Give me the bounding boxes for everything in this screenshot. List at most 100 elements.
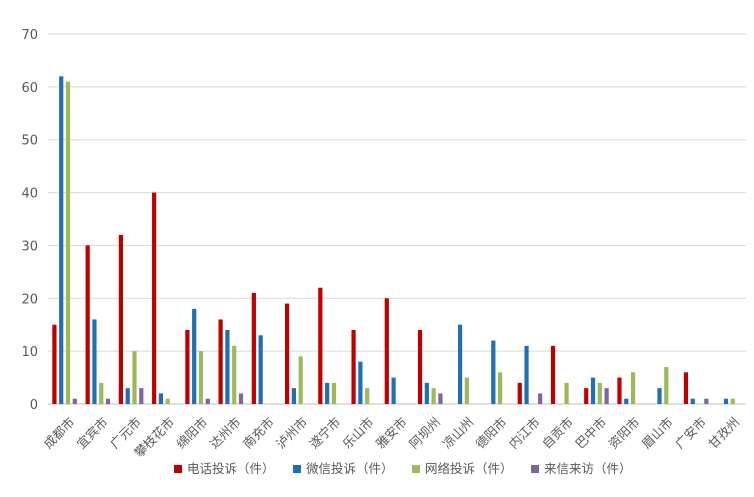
legend-label: 网络投诉（件） bbox=[425, 461, 513, 476]
y-tick-label: 50 bbox=[21, 134, 38, 149]
x-tick-label: 凉山州 bbox=[439, 414, 476, 451]
legend: 电话投诉（件） 微信投诉（件） 网络投诉（件） 来信来访（件） bbox=[174, 461, 632, 476]
bar bbox=[417, 330, 423, 404]
bar bbox=[624, 398, 629, 404]
bar bbox=[384, 298, 389, 404]
x-tick-label: 宜宾市 bbox=[74, 414, 111, 451]
bar bbox=[192, 308, 197, 404]
bar bbox=[284, 303, 290, 404]
y-tick-label: 30 bbox=[21, 239, 38, 254]
bar bbox=[604, 388, 609, 404]
bar bbox=[318, 287, 323, 404]
bar bbox=[657, 388, 662, 404]
bar bbox=[72, 398, 77, 404]
bar bbox=[152, 192, 157, 404]
y-axis-ticks: 0 10 20 30 40 50 60 70 bbox=[21, 28, 38, 413]
bar bbox=[65, 81, 71, 405]
bar bbox=[358, 361, 363, 404]
x-tick-label: 德阳市 bbox=[472, 414, 509, 451]
bar bbox=[118, 234, 123, 404]
x-tick-label: 阿坝州 bbox=[406, 414, 443, 451]
y-tick-label: 0 bbox=[30, 398, 38, 413]
x-tick-label: 南充市 bbox=[240, 414, 277, 451]
legend-swatch bbox=[293, 465, 301, 473]
x-tick-label: 甘孜州 bbox=[705, 414, 742, 451]
bar bbox=[584, 388, 589, 404]
bar bbox=[391, 377, 396, 404]
bar bbox=[517, 382, 522, 404]
bar bbox=[365, 388, 370, 404]
x-tick-label: 巴中市 bbox=[572, 414, 609, 451]
x-tick-label: 广安市 bbox=[672, 414, 709, 451]
x-tick-label: 资阳市 bbox=[605, 414, 642, 451]
grid-layer bbox=[48, 33, 746, 405]
bar bbox=[325, 382, 330, 404]
bar bbox=[424, 382, 429, 404]
bar bbox=[630, 372, 636, 404]
bar bbox=[232, 345, 237, 404]
x-tick-label: 内江市 bbox=[506, 414, 543, 451]
bar bbox=[205, 398, 210, 404]
legend-label: 电话投诉（件） bbox=[187, 461, 275, 476]
bar bbox=[331, 382, 337, 404]
x-tick-label: 遂宁市 bbox=[306, 414, 343, 451]
bar bbox=[590, 377, 596, 404]
bar bbox=[105, 398, 111, 404]
bar bbox=[351, 330, 356, 404]
legend-swatch bbox=[531, 465, 539, 473]
bar bbox=[225, 330, 230, 404]
bar bbox=[683, 372, 689, 404]
legend-label: 来信来访（件） bbox=[544, 461, 632, 476]
bar bbox=[291, 388, 296, 404]
bar bbox=[664, 367, 669, 404]
bar bbox=[198, 351, 204, 404]
bars bbox=[52, 76, 735, 405]
bar bbox=[52, 324, 57, 404]
bar bbox=[597, 382, 602, 404]
bar bbox=[99, 382, 104, 404]
bar bbox=[438, 393, 443, 404]
bar bbox=[59, 76, 64, 405]
legend-swatch bbox=[412, 465, 420, 473]
bar bbox=[132, 351, 137, 404]
bar bbox=[730, 398, 735, 404]
bar bbox=[92, 319, 97, 404]
bar bbox=[165, 398, 170, 404]
y-tick-label: 40 bbox=[21, 187, 38, 202]
bar bbox=[464, 377, 469, 404]
bar bbox=[431, 388, 436, 404]
x-axis-ticks: 成都市宜宾市广元市攀枝花市绵阳市达州市南充市泸州市遂宁市乐山市雅安市阿坝州凉山州… bbox=[40, 414, 742, 460]
bar bbox=[185, 330, 190, 404]
x-tick-label: 泸州市 bbox=[273, 414, 310, 451]
bar bbox=[524, 345, 529, 404]
bar bbox=[617, 377, 622, 404]
bar bbox=[125, 388, 130, 404]
bar bbox=[258, 335, 263, 404]
x-tick-label: 绵阳市 bbox=[173, 414, 210, 451]
x-tick-label: 达州市 bbox=[207, 414, 244, 451]
x-tick-label: 成都市 bbox=[40, 414, 77, 451]
y-tick-label: 20 bbox=[21, 292, 38, 307]
bar bbox=[491, 340, 496, 404]
x-tick-label: 眉山市 bbox=[639, 414, 676, 451]
bar bbox=[218, 319, 223, 404]
y-tick-label: 10 bbox=[21, 345, 38, 360]
bar bbox=[298, 356, 303, 404]
bar bbox=[538, 393, 543, 404]
bar bbox=[723, 398, 729, 404]
bar bbox=[457, 324, 463, 404]
y-tick-label: 60 bbox=[21, 81, 38, 96]
bar bbox=[704, 398, 709, 404]
bar bbox=[251, 293, 256, 404]
legend-swatch bbox=[174, 465, 182, 473]
x-tick-label: 雅安市 bbox=[373, 414, 410, 451]
bar bbox=[238, 393, 244, 404]
legend-label: 微信投诉（件） bbox=[306, 461, 394, 476]
x-tick-label: 自贡市 bbox=[539, 414, 576, 451]
bar bbox=[550, 345, 556, 404]
x-tick-label: 乐山市 bbox=[340, 414, 377, 451]
bar bbox=[139, 388, 144, 404]
bar bbox=[498, 372, 503, 404]
